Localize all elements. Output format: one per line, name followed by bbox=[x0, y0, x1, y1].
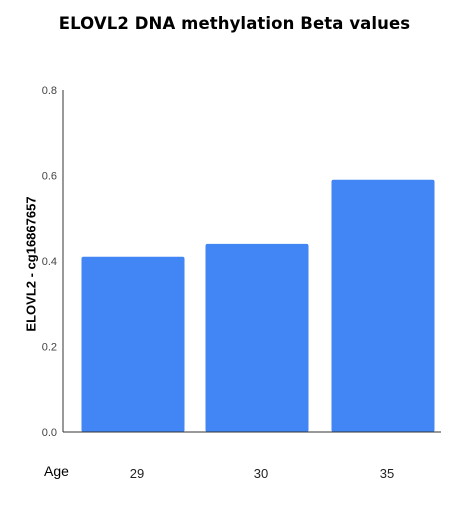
bar-35 bbox=[331, 179, 435, 432]
y-tick-label: 0.8 bbox=[42, 85, 57, 97]
y-tick-label: 0.0 bbox=[42, 427, 57, 439]
x-tick-label: 35 bbox=[380, 466, 394, 481]
x-tick-label: 30 bbox=[254, 466, 268, 481]
y-tick-group: 0.0 0.2 0.4 0.6 0.8 bbox=[42, 85, 57, 439]
chart-title: ELOVL2 DNA methylation Beta values bbox=[58, 14, 411, 33]
bars-group bbox=[81, 179, 435, 432]
x-tick-label: 29 bbox=[130, 466, 144, 481]
y-tick-label: 0.4 bbox=[42, 256, 57, 268]
y-tick-label: 0.6 bbox=[42, 171, 57, 183]
bar-30 bbox=[205, 243, 309, 432]
y-tick-label: 0.2 bbox=[42, 342, 57, 354]
x-axis-label: Age bbox=[44, 463, 69, 479]
bar-29 bbox=[81, 256, 185, 432]
x-tick-group: 29 30 35 bbox=[130, 466, 394, 481]
